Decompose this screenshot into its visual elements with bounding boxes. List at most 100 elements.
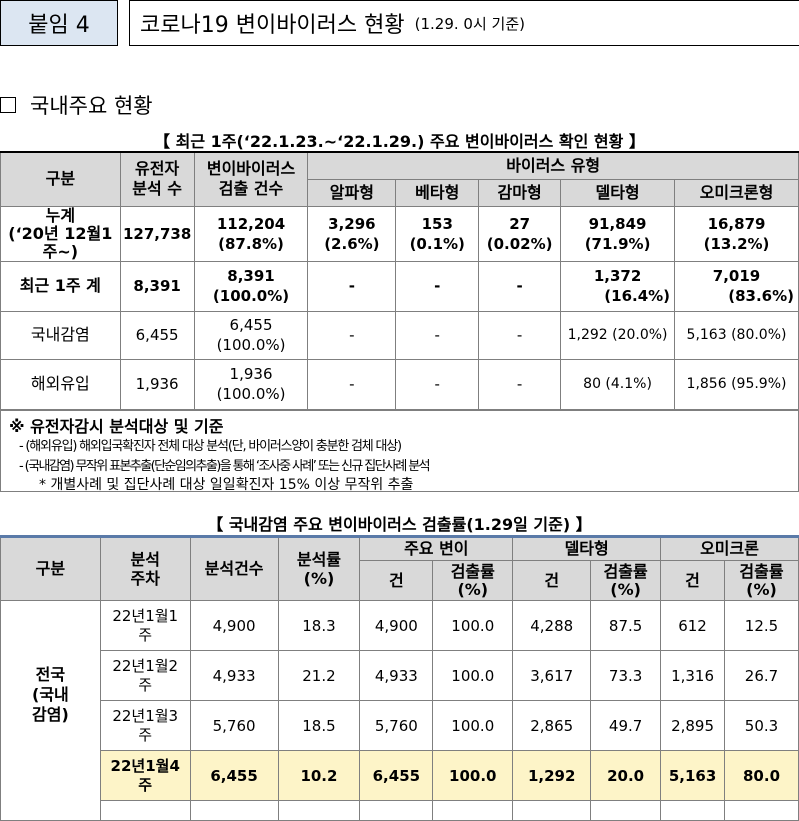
cell-detected: 8,391 (100.0%) — [193, 260, 309, 312]
header-category: 구분 — [0, 535, 101, 601]
cell-omicron-cases: 612 — [660, 600, 726, 651]
header-major-variant: 주요 변이 — [359, 535, 514, 561]
cell-rate: 10.2 — [277, 750, 361, 801]
cell-analyzed: 8,391 — [119, 260, 195, 312]
cell-omicron-cases: 5,163 — [660, 750, 726, 801]
cell-analyzed: 6,455 — [119, 310, 195, 360]
header-delta: 델타형 — [560, 178, 676, 207]
cell-delta: 80 (4.1%) — [560, 358, 676, 410]
header-analyzed: 유전자 분석 수 — [119, 151, 195, 207]
header-beta: 베타형 — [395, 178, 480, 207]
header-omicron: 오미크론형 — [674, 178, 799, 207]
cell-delta-rate: 87.5 — [590, 600, 662, 651]
cell-omicron: 7,019 (83.6%) — [674, 260, 799, 312]
cell-major-cases: 4,900 — [359, 600, 434, 651]
cell-major-cases: 6,455 — [359, 750, 434, 801]
cell-delta-rate: 20.0 — [590, 750, 662, 801]
header-rate: 분석률 (%) — [277, 535, 361, 601]
cell-omicron-cases: 1,316 — [660, 650, 726, 701]
cell-rate: 18.5 — [277, 700, 361, 751]
row-label: 누계 (‘20년 12월1 주~) — [0, 205, 121, 262]
cell-analyzed: 127,738 — [119, 205, 195, 262]
cell-beta: - — [395, 260, 480, 312]
cell-count: 4,933 — [189, 650, 279, 701]
header-detection-rate: 검출률 (%) — [590, 560, 662, 601]
header-cases: 건 — [512, 560, 592, 601]
analysis-criteria-note: ※ 유전자감시 분석대상 및 기준 - (해외유입) 해외입국확진자 전체 대상… — [0, 410, 799, 493]
header-detection-rate: 검출률 (%) — [724, 560, 799, 601]
header-count: 분석건수 — [189, 535, 279, 601]
cell-beta: - — [395, 358, 480, 410]
table-row: 22년1월2 주 4,933 21.2 4,933 100.0 3,617 73.… — [1, 650, 799, 701]
cell-delta: 1,372 (16.4%) — [560, 260, 676, 312]
region-label: 전국 (국내 감염) — [0, 600, 101, 821]
checkbox-square-icon — [0, 97, 16, 113]
cell-omicron-rate: 80.0 — [724, 750, 799, 801]
cell-rate: 18.3 — [277, 600, 361, 651]
cell-major-cases: 4,933 — [359, 650, 434, 701]
cell-analyzed: 1,936 — [119, 358, 195, 410]
note-line: * 개별사례 및 집단사례 대상 일일확진자 15% 이상 무작위 추출 — [39, 477, 414, 493]
cell-count: 6,455 — [189, 750, 279, 801]
cell-detected: 1,936 (100.0%) — [193, 358, 309, 410]
title-box: 코로나19 변이바이러스 현황 (1.29. 0시 기준) — [129, 0, 799, 46]
cell-omicron: 16,879 (13.2%) — [674, 205, 799, 262]
cell-alpha: - — [307, 260, 397, 312]
note-line: - (국내감염) 무작위 표본추출(단순임의추출)을 통해 ‘조사중 사례’ 또… — [19, 459, 431, 474]
cell-gamma: - — [478, 358, 562, 410]
header-gamma: 감마형 — [478, 178, 562, 207]
cell-delta: 91,849 (71.9%) — [560, 205, 676, 262]
note-line: - (해외유입) 해외입국확진자 전체 대상 분석(단, 바이러스양이 충분한 … — [19, 439, 402, 454]
cell-gamma: 27 (0.02%) — [478, 205, 562, 262]
cell-major-rate: 100.0 — [432, 700, 514, 751]
cell-week: 22년1월1 주 — [99, 600, 191, 651]
cell-omicron: 5,163 (80.0%) — [674, 310, 799, 360]
row-label: 국내감염 — [0, 310, 121, 360]
cell-alpha: - — [307, 310, 397, 360]
row-label: 최근 1주 계 — [0, 260, 121, 312]
cell-delta-cases: 4,288 — [512, 600, 592, 651]
cell-beta: 153 (0.1%) — [395, 205, 480, 262]
table2-caption: 【 국내감염 주요 변이바이러스 검출률(1.29일 기준) 】 — [207, 515, 592, 534]
cell-count: 4,900 — [189, 600, 279, 651]
table-row: 최근 1주 계 8,391 8,391 (100.0%) - - - 1,372(… — [0, 260, 799, 312]
cell-week: 22년1월2 주 — [99, 650, 191, 701]
document-title: 코로나19 변이바이러스 현황 — [140, 13, 405, 38]
header-alpha: 알파형 — [307, 178, 397, 207]
header-cases: 건 — [359, 560, 434, 601]
cell-omicron-cases: 2,895 — [660, 700, 726, 751]
cell-alpha: - — [307, 358, 397, 410]
cell-major-cases: 5,760 — [359, 700, 434, 751]
section-title: 국내주요 현황 — [30, 94, 153, 118]
header-virus-types: 바이러스 유형 — [307, 151, 799, 180]
header-week: 분석 주차 — [99, 535, 191, 601]
cell-week: 22년1월4 주 — [99, 750, 191, 801]
cell-count: 5,760 — [189, 700, 279, 751]
cell-major-rate: 100.0 — [432, 750, 514, 801]
table-row-partial — [1, 800, 799, 821]
cell-major-rate: 100.0 — [432, 600, 514, 651]
cell-week: 22년1월3 주 — [99, 700, 191, 751]
appendix-label: 붙임 4 — [0, 0, 118, 46]
note-title: ※ 유전자감시 분석대상 및 기준 — [9, 417, 224, 436]
table-row-highlighted: 22년1월4 주 6,455 10.2 6,455 100.0 1,292 20.… — [1, 750, 799, 801]
cell-alpha: 3,296 (2.6%) — [307, 205, 397, 262]
header-cases: 건 — [660, 560, 726, 601]
cell-omicron-rate: 50.3 — [724, 700, 799, 751]
cell-beta: - — [395, 310, 480, 360]
cell-delta: 1,292 (20.0%) — [560, 310, 676, 360]
document-header: 붙임 4 코로나19 변이바이러스 현황 (1.29. 0시 기준) — [0, 0, 799, 48]
cell-detected: 6,455 (100.0%) — [193, 310, 309, 360]
header-category: 구분 — [0, 151, 121, 207]
variant-status-table: 구분 유전자 분석 수 변이바이러스 검출 건수 바이러스 유형 알파형 베타형 감… — [0, 151, 799, 410]
cell-major-rate: 100.0 — [432, 650, 514, 701]
section-heading: 국내주요 현황 — [0, 90, 153, 120]
cell-omicron: 1,856 (95.9%) — [674, 358, 799, 410]
header-detection-rate: 검출률 (%) — [432, 560, 514, 601]
cell-gamma: - — [478, 260, 562, 312]
header-delta: 델타형 — [512, 535, 662, 561]
cell-delta-cases: 3,617 — [512, 650, 592, 701]
cell-omicron-rate: 12.5 — [724, 600, 799, 651]
cell-delta-cases: 1,292 — [512, 750, 592, 801]
table-row: 전국 (국내 감염) 22년1월1 주 4,900 18.3 4,900 100.0 … — [0, 600, 799, 821]
